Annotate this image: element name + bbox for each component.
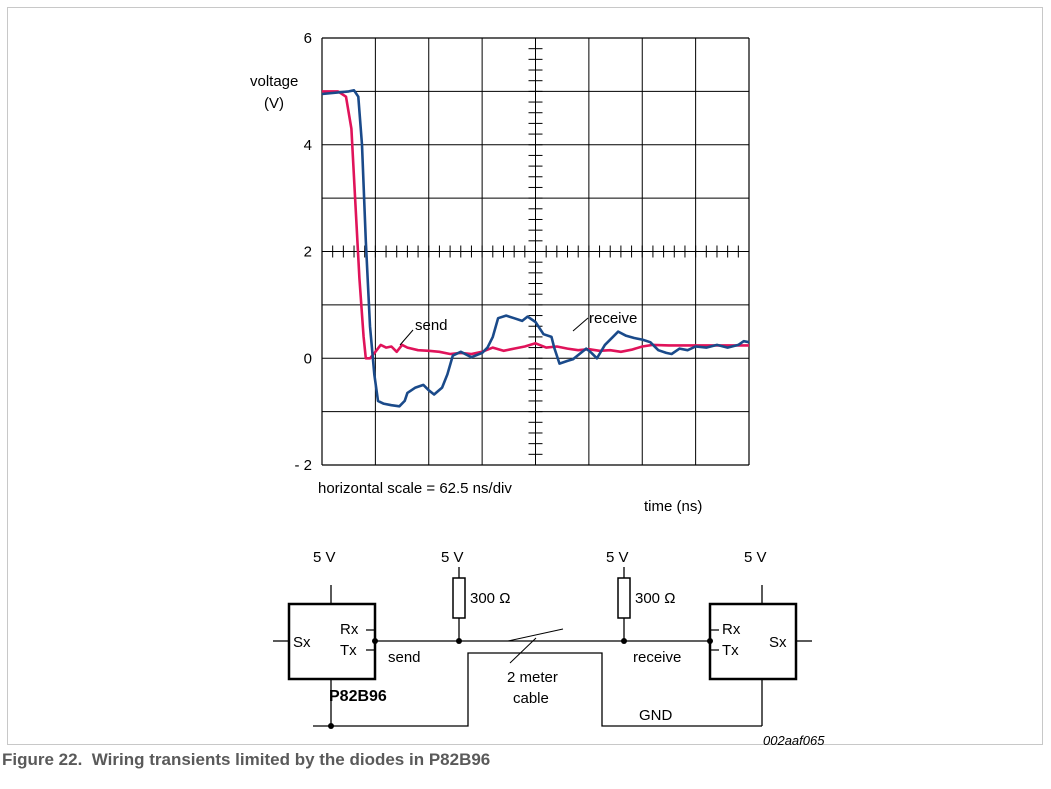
junction-dot <box>621 638 627 644</box>
send-label-leader <box>399 329 414 346</box>
chart-grid <box>321 37 750 466</box>
wiring-schematic <box>273 567 812 729</box>
y-tick-labels: 6 4 2 0 - 2 <box>294 30 312 474</box>
y-tick-label: - 2 <box>294 457 312 474</box>
y-axis-label-line1: voltage <box>250 73 298 90</box>
receive-series-line <box>321 89 750 408</box>
receive-wire-label: receive <box>633 649 681 666</box>
x-axis-label: time (ns) <box>644 498 702 515</box>
resistor-right <box>617 577 631 619</box>
cable-leader <box>509 637 537 664</box>
left-sx-label: Sx <box>293 634 311 651</box>
part-label: P82B96 <box>329 688 387 705</box>
resistor-left <box>452 577 466 619</box>
figure-number: Figure 22. <box>2 750 83 769</box>
resistor-left-label: 300 Ω <box>470 590 510 607</box>
supply-mid-right-label: 5 V <box>606 549 629 566</box>
receive-label-leader <box>572 317 589 332</box>
y-tick-label: 6 <box>304 30 312 47</box>
y-tick-label: 0 <box>304 350 312 367</box>
receive-series-label: receive <box>589 310 637 327</box>
left-rx-label: Rx <box>340 621 359 638</box>
ground-wire <box>313 652 762 727</box>
left-tx-label: Tx <box>340 642 357 659</box>
supply-right-label: 5 V <box>744 549 767 566</box>
junction-dot <box>707 638 713 644</box>
oscilloscope-chart: 6 4 2 0 - 2 voltage (V) horizontal scale = 6… <box>250 30 750 515</box>
horizontal-scale-note: horizontal scale = 62.5 ns/div <box>318 480 512 497</box>
cable-label-line2: cable <box>513 690 549 707</box>
junction-dot <box>328 723 334 729</box>
junction-dot <box>372 638 378 644</box>
figure-frame <box>7 7 1043 745</box>
right-tx-label: Tx <box>722 642 739 659</box>
figure-caption: Figure 22. Wiring transients limited by … <box>2 750 490 770</box>
supply-left-label: 5 V <box>313 549 336 566</box>
resistor-right-label: 300 Ω <box>635 590 675 607</box>
chart-series <box>321 89 750 408</box>
drawing-id: 002aaf065 <box>763 733 825 748</box>
y-axis-label-line2: (V) <box>264 95 284 112</box>
send-wire-label: send <box>388 649 421 666</box>
send-series-line <box>322 90 749 360</box>
junction-dot <box>456 638 462 644</box>
y-tick-label: 4 <box>304 137 312 154</box>
gnd-label: GND <box>639 707 673 724</box>
right-rx-label: Rx <box>722 621 741 638</box>
y-tick-label: 2 <box>304 244 312 261</box>
send-series-label: send <box>415 317 448 334</box>
figure-title: Wiring transients limited by the diodes … <box>91 750 491 769</box>
supply-mid-left-label: 5 V <box>441 549 464 566</box>
cable-label-line1: 2 meter <box>507 669 558 686</box>
cable-hatch <box>507 628 564 642</box>
right-sx-label: Sx <box>769 634 787 651</box>
